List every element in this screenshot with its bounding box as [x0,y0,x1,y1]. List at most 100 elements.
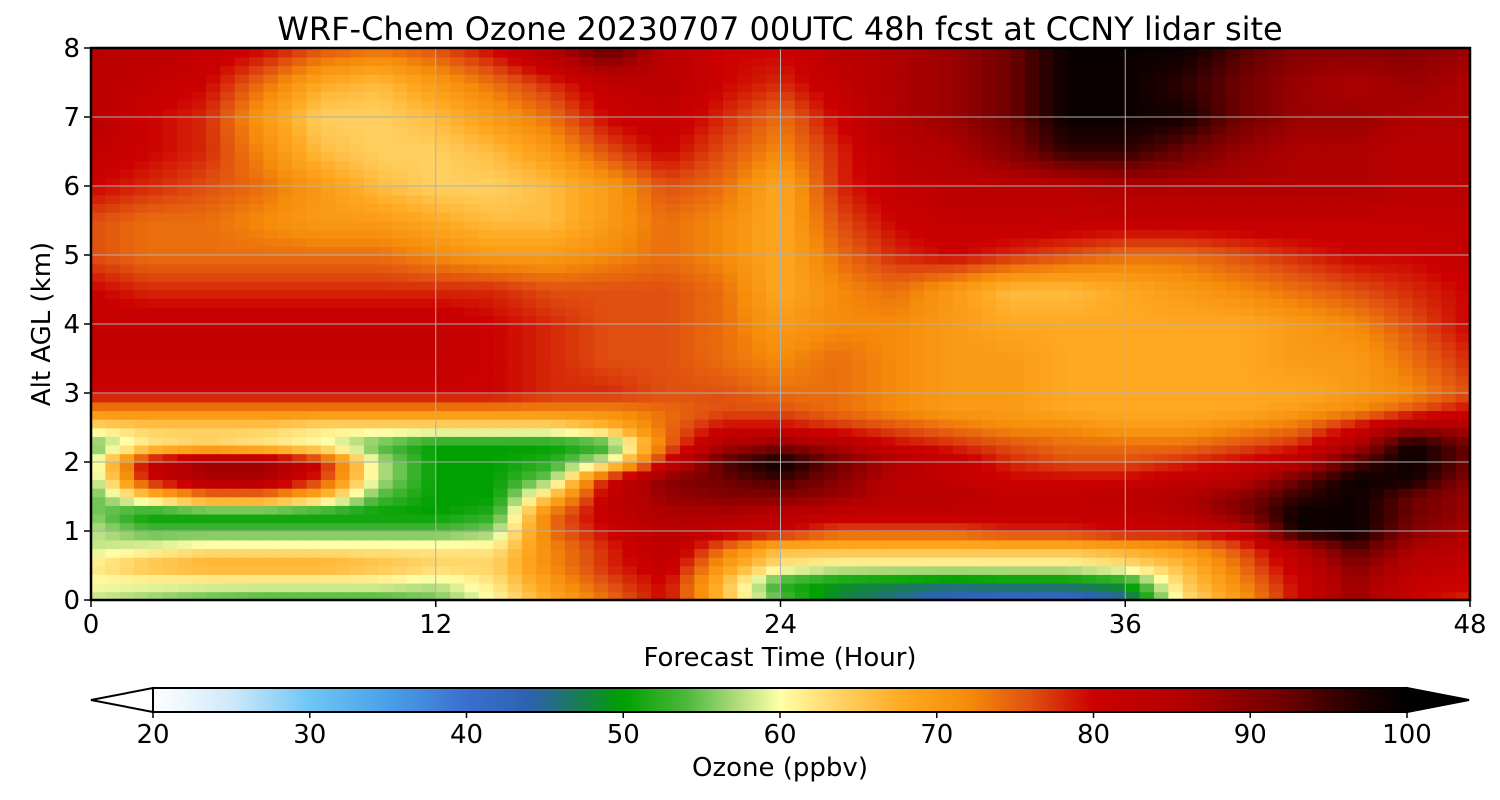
heatmap-cell [708,160,724,170]
heatmap-cell [1441,531,1457,541]
heatmap-cell [1039,220,1055,230]
heatmap-cell [277,246,293,256]
heatmap-cell [651,582,667,593]
heatmap-cell [794,539,811,550]
heatmap-cell [924,531,940,541]
heatmap-cell [191,349,207,360]
heatmap-cell [493,168,509,179]
heatmap-cell [378,453,394,463]
heatmap-cell [1455,280,1470,291]
heatmap-cell [263,289,279,299]
heatmap-cell [277,203,293,213]
heatmap-cell [766,237,782,248]
heatmap-cell [306,522,322,532]
heatmap-cell [162,280,178,291]
heatmap-cell [205,539,222,550]
heatmap-cell [507,384,523,394]
heatmap-cell [565,556,581,567]
heatmap-cell [665,186,681,196]
heatmap-cell [1383,418,1399,429]
heatmap-cell [119,522,135,532]
heatmap-cell [809,410,825,420]
heatmap-cell [1096,522,1112,532]
heatmap-cell [967,582,983,593]
heatmap-cell [1067,332,1083,343]
heatmap-cell [852,574,868,584]
heatmap-cell [1311,582,1328,593]
heatmap-cell [521,487,538,498]
heatmap-cell [205,444,222,455]
heatmap-cell [1182,470,1198,481]
heatmap-cell [1297,203,1313,213]
heatmap-cell [909,349,925,360]
heatmap-cell [751,332,767,343]
heatmap-cell [995,393,1012,403]
heatmap-cell [550,298,566,308]
heatmap-cell [694,470,710,481]
heatmap-cell [335,470,351,481]
heatmap-cell [1225,229,1241,239]
heatmap-cell [723,496,739,506]
heatmap-cell [952,427,969,437]
heatmap-cell [1168,229,1184,239]
heatmap-cell [1311,237,1328,248]
heatmap-cell [378,384,394,394]
heatmap-cell [1010,418,1026,429]
heatmap-cell [1139,574,1155,584]
heatmap-cell [521,324,538,334]
heatmap-cell [751,582,767,593]
heatmap-cell [205,177,222,187]
heatmap-cell [507,349,523,360]
heatmap-cell [823,470,839,481]
heatmap-cell [981,255,997,265]
heatmap-cell [1197,289,1213,299]
heatmap-cell [608,358,624,368]
heatmap-cell [1139,229,1155,239]
heatmap-cell [679,410,696,420]
heatmap-cell [1211,367,1227,377]
heatmap-cell [1211,263,1227,274]
heatmap-cell [809,522,825,532]
heatmap-cell [809,582,825,593]
heatmap-cell [1326,298,1342,308]
heatmap-cell [177,168,193,179]
heatmap-cell [1311,272,1328,282]
heatmap-cell [651,393,667,403]
heatmap-cell [421,418,437,429]
heatmap-cell [694,539,710,550]
heatmap-cell [1254,470,1270,481]
heatmap-cell [1010,565,1026,575]
heatmap-cell [952,410,969,420]
heatmap-cell [823,401,839,412]
heatmap-cell [723,401,739,412]
heatmap-cell [794,237,811,248]
heatmap-cell [119,272,135,282]
heatmap-cell [565,280,581,291]
heatmap-cell [320,393,336,403]
heatmap-cell [1125,220,1141,230]
heatmap-cell [392,574,408,584]
heatmap-cell [1182,151,1198,161]
heatmap-cell [1326,513,1342,524]
heatmap-cell [134,186,150,196]
heatmap-cell [866,315,882,325]
heatmap-cell [1197,444,1213,455]
heatmap-cell [608,556,624,567]
heatmap-cell [967,522,983,532]
heatmap-cell [1398,393,1414,403]
heatmap-cell [967,479,983,489]
heatmap-cell [837,298,854,308]
heatmap-cell [1110,401,1127,412]
heatmap-cell [1340,211,1356,222]
heatmap-cell [1369,522,1385,532]
heatmap-cell [349,393,365,403]
heatmap-cell [909,453,925,463]
heatmap-cell [1053,470,1069,481]
heatmap-cell [1096,453,1112,463]
heatmap-cell [1197,186,1213,196]
heatmap-cell [737,263,753,274]
heatmap-cell [1455,375,1470,386]
heatmap-cell [608,427,624,437]
heatmap-cell [636,263,653,274]
heatmap-cell [421,444,437,455]
